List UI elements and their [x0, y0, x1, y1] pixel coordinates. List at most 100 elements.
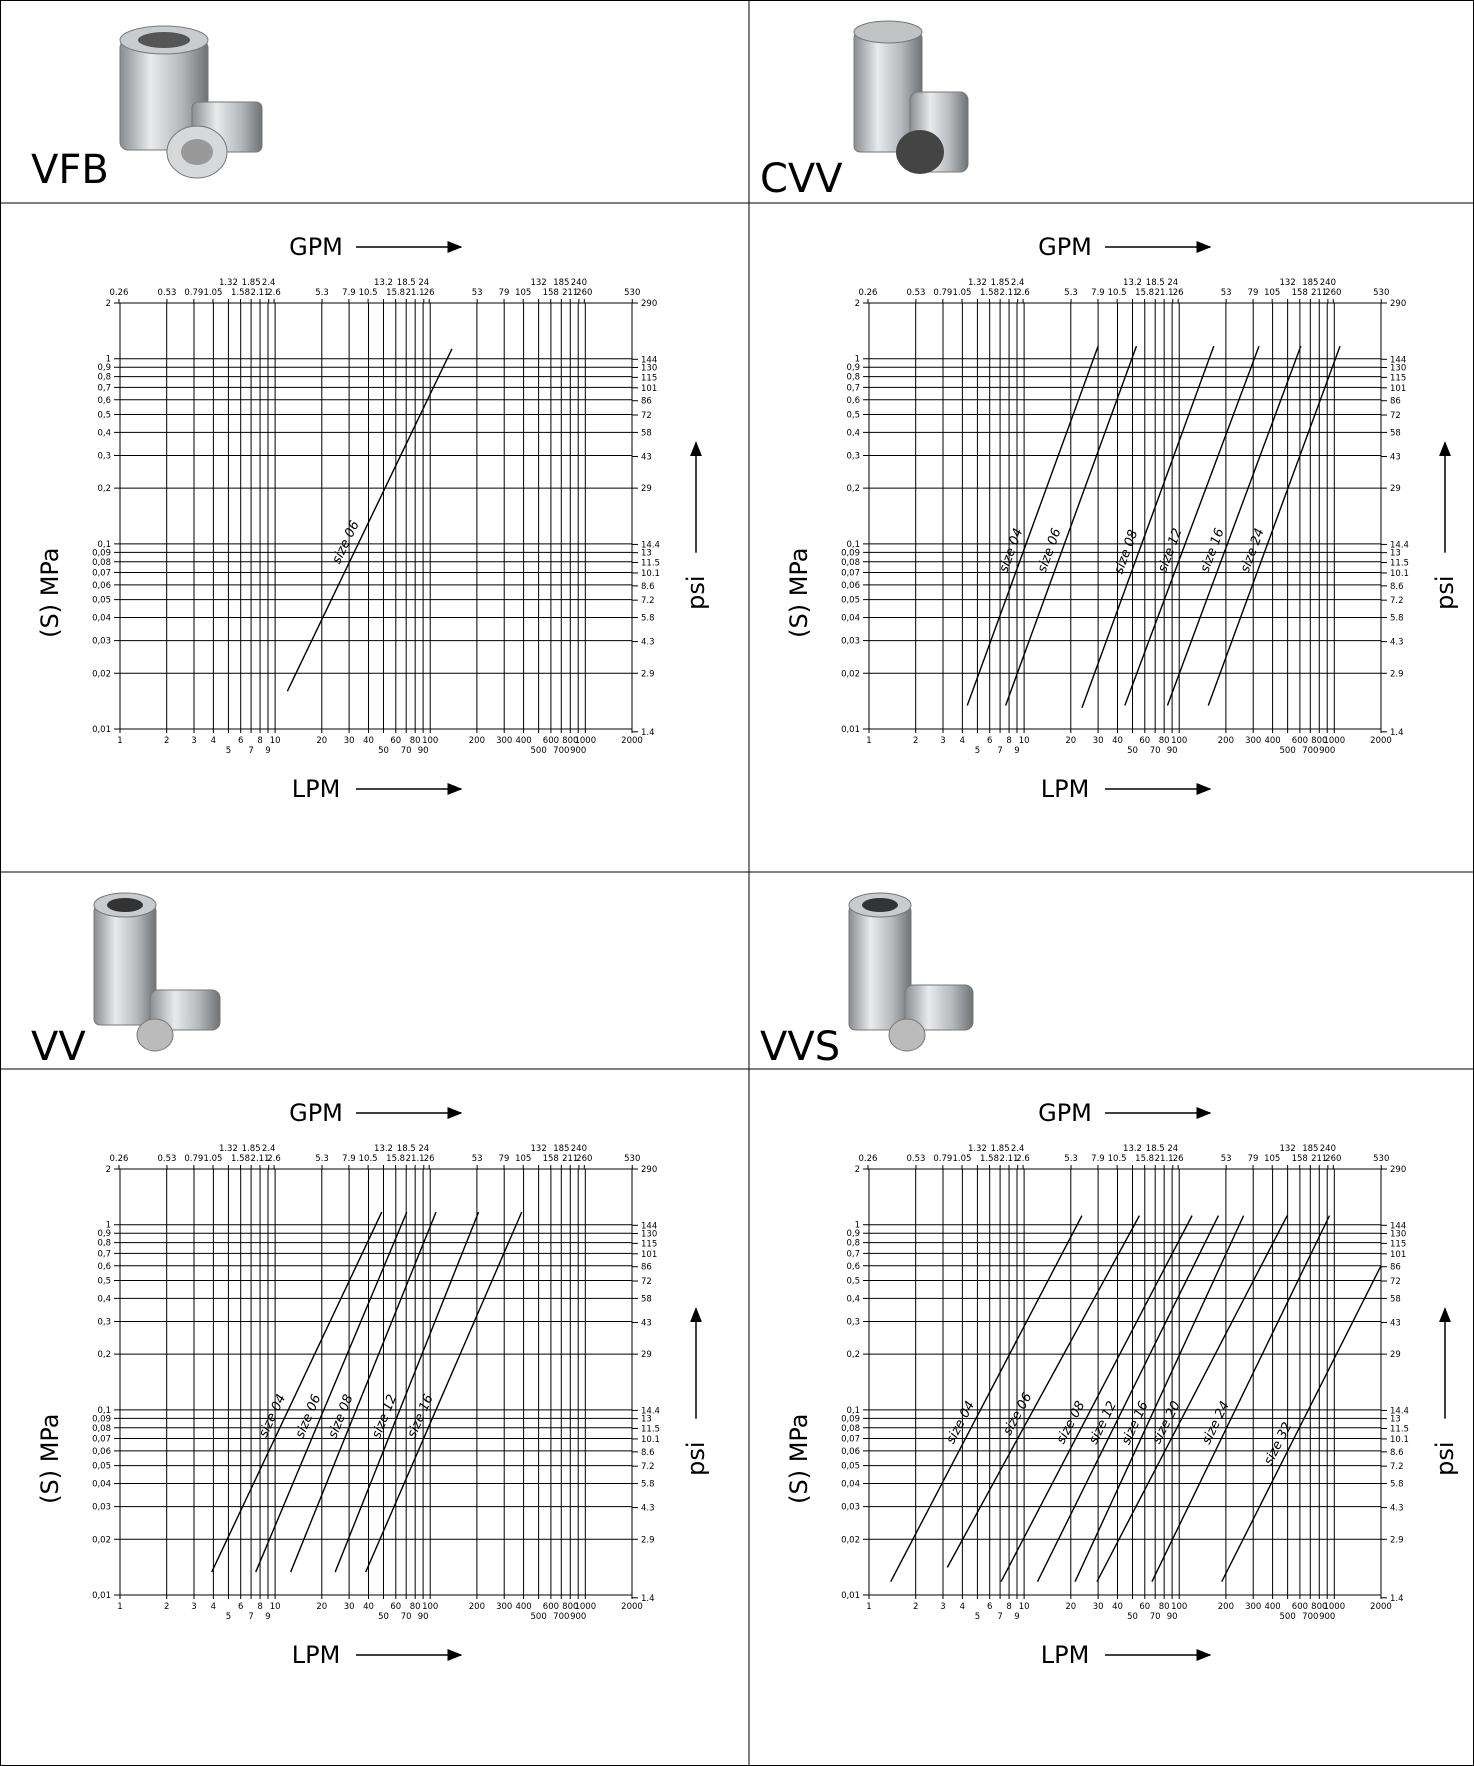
y-tick-label: 0,07 — [92, 1435, 111, 1445]
series-label: size 32 — [1261, 1420, 1295, 1468]
product-image — [119, 25, 263, 179]
x-tick-label: 60 — [1139, 736, 1150, 746]
x2-tick-label: 10.5 — [1108, 1154, 1127, 1164]
x2-tick-label: 21.1 — [406, 1154, 425, 1164]
y2-tick-label: 1.4 — [641, 1594, 655, 1604]
y-tick-label: 0,2 — [97, 484, 111, 494]
x-tick-label: 600 — [543, 736, 559, 746]
series-label: size 12 — [1155, 526, 1185, 574]
x2-tick-label: 158 — [543, 1154, 559, 1164]
y-tick-label: 0,03 — [92, 1503, 111, 1513]
y-tick-label: 0,03 — [841, 1503, 860, 1513]
y-tick-label: 0,03 — [92, 637, 111, 647]
x-tick-label: 9 — [265, 746, 270, 756]
y2-tick-label: 11.5 — [641, 559, 660, 569]
x2-tick-label: 240 — [1320, 1144, 1336, 1154]
y-tick-label: 0,6 — [846, 396, 860, 406]
x2-tick-label: 1.58 — [231, 1154, 250, 1164]
series-line — [1004, 345, 1138, 706]
y-tick-label: 0,6 — [97, 396, 111, 406]
x2-tick-label: 185 — [553, 278, 569, 288]
x2-tick-label: 0.26 — [110, 1154, 129, 1164]
x2-tick-label: 105 — [515, 1154, 531, 1164]
y-tick-label: 0,04 — [841, 614, 860, 624]
y2-tick-label: 4.3 — [641, 638, 655, 648]
series-line — [365, 1211, 523, 1573]
y-tick-label: 0,01 — [92, 725, 111, 735]
y2-axis-title: psi — [1431, 1441, 1459, 1475]
y-tick-label: 0,07 — [841, 569, 860, 579]
y2-tick-label: 43 — [1390, 452, 1401, 462]
x2-tick-label: 158 — [1292, 1154, 1308, 1164]
x2-tick-label: 7.9 — [1091, 288, 1105, 298]
y-tick-label: 0,05 — [841, 596, 860, 606]
x2-tick-label: 24 — [418, 1144, 429, 1154]
x-tick-label: 6 — [238, 736, 243, 746]
x2-tick-label: 260 — [1325, 1154, 1341, 1164]
y-tick-label: 0,06 — [841, 581, 860, 591]
x-tick-label: 9 — [1014, 1612, 1019, 1622]
x-tick-label: 20 — [316, 1602, 327, 1612]
x2-tick-label: 79 — [499, 1154, 510, 1164]
y-tick-label: 0,4 — [97, 1294, 111, 1304]
x-tick-label: 7 — [248, 746, 253, 756]
y2-tick-label: 43 — [641, 1318, 652, 1328]
x2-tick-label: 5.3 — [315, 1154, 329, 1164]
x2-tick-label: 2.11 — [251, 1154, 270, 1164]
x2-tick-label: 79 — [1248, 288, 1259, 298]
series-line — [1221, 1265, 1382, 1583]
y2-tick-label: 7.2 — [1390, 596, 1404, 606]
y-tick-label: 2 — [855, 1165, 860, 1175]
x2-tick-label: 26 — [1173, 1154, 1184, 1164]
x-tick-label: 100 — [422, 736, 438, 746]
x2-tick-label: 240 — [571, 278, 587, 288]
x-tick-label: 40 — [1112, 1602, 1123, 1612]
x-tick-label: 5 — [226, 746, 231, 756]
x2-tick-label: 132 — [1280, 1144, 1296, 1154]
x2-tick-label: 10.5 — [359, 1154, 378, 1164]
series-line — [1096, 1215, 1288, 1583]
x-tick-label: 80 — [410, 1602, 421, 1612]
x-tick-label: 3 — [940, 1602, 945, 1612]
y2-tick-label: 4.3 — [1390, 1504, 1404, 1514]
x-tick-label: 3 — [940, 736, 945, 746]
x-tick-label: 2000 — [1370, 736, 1392, 746]
x-tick-label: 800 — [562, 736, 578, 746]
x2-tick-label: 79 — [1248, 1154, 1259, 1164]
y-tick-label: 0,09 — [841, 1414, 860, 1424]
x-tick-label: 400 — [515, 1602, 531, 1612]
x2-tick-label: 2.6 — [267, 1154, 281, 1164]
y-tick-label: 0,06 — [92, 581, 111, 591]
y2-tick-label: 14.4 — [1390, 1406, 1409, 1416]
x-tick-label: 5 — [975, 746, 980, 756]
x-tick-label: 10 — [1019, 736, 1030, 746]
series-label: size 06 — [329, 519, 362, 567]
y2-tick-label: 5.8 — [641, 614, 655, 624]
x2-tick-label: 2.4 — [262, 278, 276, 288]
x-tick-label: 8 — [1006, 736, 1011, 746]
y-tick-label: 0,1 — [97, 1406, 111, 1416]
y2-tick-label: 14.4 — [641, 540, 660, 550]
x-tick-label: 5 — [226, 1612, 231, 1622]
x-tick-label: 20 — [1065, 1602, 1076, 1612]
y2-tick-label: 290 — [641, 1165, 657, 1175]
x-tick-label: 70 — [401, 1612, 412, 1622]
y2-tick-label: 13 — [1390, 549, 1401, 559]
y2-tick-label: 130 — [641, 1230, 657, 1240]
y2-tick-label: 11.5 — [1390, 559, 1409, 569]
x-axis-title: LPM — [292, 1641, 341, 1669]
x2-tick-label: 15.8 — [386, 1154, 405, 1164]
x-tick-label: 8 — [257, 736, 262, 746]
x2-tick-label: 2.4 — [262, 1144, 276, 1154]
series-label: size 04 — [997, 526, 1027, 574]
x2-tick-label: 0.79 — [933, 288, 952, 298]
y-tick-label: 0,06 — [841, 1447, 860, 1457]
y2-tick-label: 86 — [641, 1263, 652, 1273]
x-tick-label: 1000 — [1323, 1602, 1345, 1612]
y-tick-label: 0,3 — [846, 1318, 860, 1328]
x-tick-label: 80 — [1159, 1602, 1170, 1612]
x2-tick-label: 0.53 — [157, 288, 176, 298]
x-tick-label: 10 — [270, 736, 281, 746]
x-tick-label: 500 — [1280, 746, 1296, 756]
x2-tick-label: 26 — [1173, 288, 1184, 298]
